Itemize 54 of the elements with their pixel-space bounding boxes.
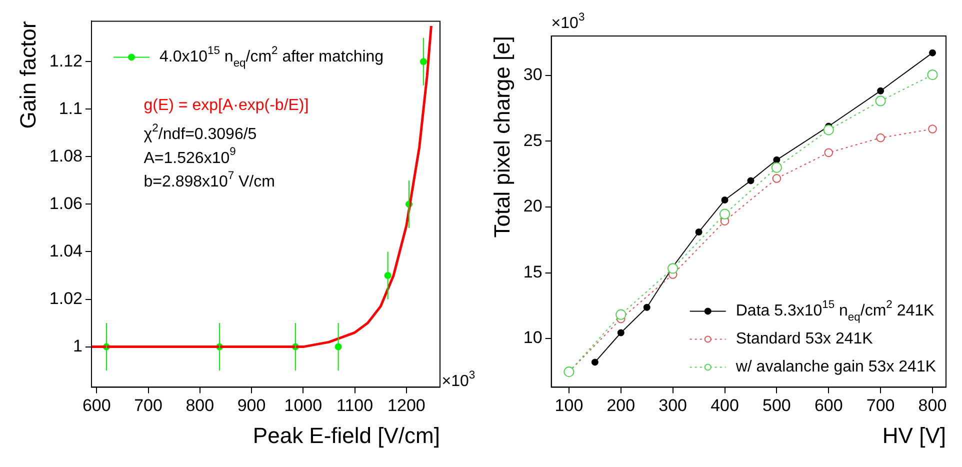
point [823, 124, 834, 136]
x-tick-label: 600 [814, 396, 843, 416]
point [643, 304, 650, 311]
x-tick-label: 1100 [336, 396, 374, 416]
point [824, 148, 834, 158]
x-tick-label: 500 [762, 396, 791, 416]
x-tick-label: 700 [866, 396, 895, 416]
annotation: g(E) = exp[A·exp(-b/E)] [144, 96, 309, 114]
y-tick-label: 1.02 [49, 288, 82, 308]
point [928, 124, 937, 134]
y-tick-label: 20 [523, 196, 542, 216]
x-tick-label: 700 [134, 396, 162, 416]
point [616, 309, 626, 320]
x-tick-label: 400 [710, 396, 739, 416]
y-tick-label: 1.04 [49, 241, 82, 260]
point [771, 162, 782, 173]
x-axis-title: HV [V] [882, 422, 946, 448]
x-tick-label: 100 [554, 396, 584, 416]
point [875, 96, 886, 106]
point [719, 208, 730, 220]
point [617, 329, 624, 336]
x-tick-label: 200 [606, 396, 636, 416]
y-tick-label: 1 [73, 336, 82, 356]
y-axis-title: Total pixel charge [e] [489, 36, 514, 238]
x-axis-title: Peak E-field [V/cm] [252, 422, 440, 448]
y-tick-label: 25 [523, 130, 542, 150]
point [927, 70, 938, 80]
point [772, 174, 782, 183]
point [695, 228, 702, 236]
point [773, 156, 780, 164]
point [876, 133, 885, 142]
x-tick-label: 1200 [388, 396, 426, 416]
y-axis-title: Gain factor [15, 21, 40, 129]
point [668, 263, 678, 274]
point [929, 49, 936, 56]
x-tick-label: 900 [237, 396, 266, 416]
y-tick-label: 10 [523, 328, 542, 348]
point [877, 87, 884, 94]
y-tick-label: 1.1 [58, 98, 82, 118]
y-tick-label: 15 [523, 262, 542, 282]
y-tick-label: 30 [523, 65, 542, 84]
x-tick-label: 300 [658, 396, 688, 416]
point [721, 196, 728, 204]
point [747, 177, 754, 184]
y-tick-label: 1.06 [49, 194, 82, 213]
x-tick-label: 600 [82, 396, 111, 416]
x-tick-label: 800 [918, 396, 947, 416]
x-tick-label: 1000 [284, 396, 322, 416]
y-tick-label: 1.08 [49, 146, 82, 166]
x-tick-label: 800 [186, 396, 214, 416]
y-tick-label: 1.12 [49, 51, 82, 70]
legend-label: Standard 53x 241K [736, 330, 874, 348]
point [591, 358, 598, 366]
legend-label: w/ avalanche gain 53x 241K [734, 358, 936, 376]
